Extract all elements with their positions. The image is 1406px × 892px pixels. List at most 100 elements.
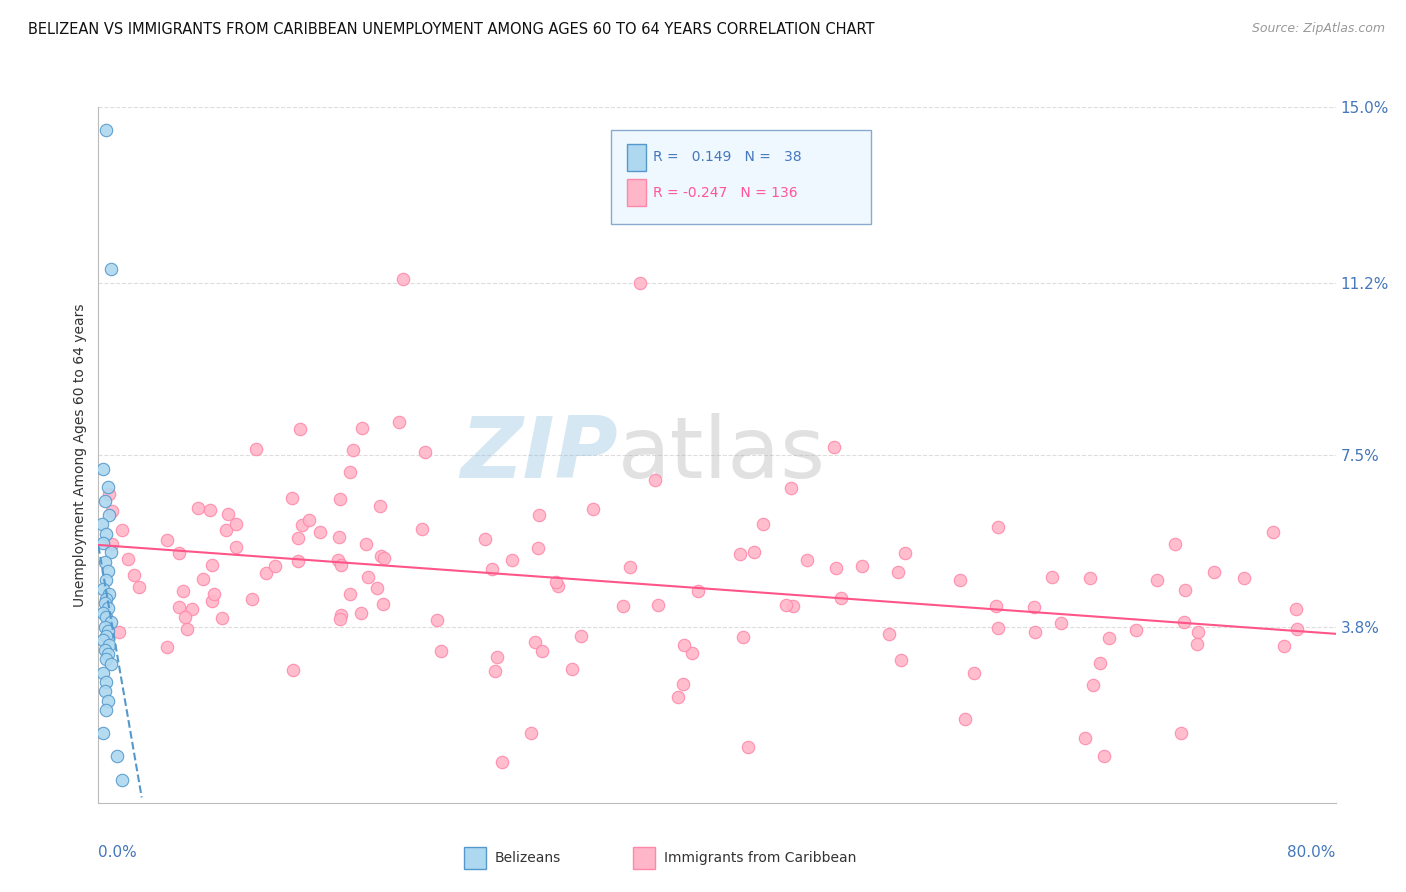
Text: 0.0%: 0.0% — [98, 845, 138, 860]
Point — [413, 445, 436, 459]
Point — [949, 574, 972, 588]
Point — [225, 541, 247, 555]
Point — [107, 625, 129, 640]
Text: atlas: atlas — [619, 413, 827, 497]
Point — [93, 494, 115, 508]
Point — [780, 481, 803, 495]
Point — [491, 756, 513, 770]
Point — [987, 621, 1010, 635]
Y-axis label: Unemployment Among Ages 60 to 64 years: Unemployment Among Ages 60 to 64 years — [73, 303, 87, 607]
Point — [356, 537, 378, 551]
Point — [619, 560, 641, 574]
Point — [1285, 602, 1308, 616]
Point — [484, 664, 506, 678]
Text: Belizeans: Belizeans — [495, 851, 561, 865]
Point — [93, 596, 115, 610]
Point — [93, 642, 115, 657]
Point — [156, 640, 179, 654]
Point — [1078, 571, 1101, 585]
Point — [350, 420, 373, 434]
Point — [111, 772, 134, 787]
Point — [825, 561, 848, 575]
Point — [290, 422, 312, 436]
Point — [155, 533, 177, 548]
Point — [1173, 615, 1195, 630]
Point — [373, 597, 395, 611]
Point — [202, 587, 225, 601]
Point — [520, 726, 543, 740]
Point — [287, 554, 309, 568]
Point — [894, 546, 917, 560]
Point — [97, 564, 120, 578]
Point — [91, 726, 114, 740]
Point — [411, 522, 433, 536]
Point — [291, 518, 314, 533]
Point — [329, 492, 352, 507]
Text: Immigrants from Caribbean: Immigrants from Caribbean — [664, 851, 856, 865]
Point — [96, 629, 118, 643]
Point — [373, 551, 395, 566]
Point — [342, 443, 364, 458]
Point — [281, 663, 304, 677]
Point — [91, 582, 114, 597]
Point — [187, 500, 209, 515]
Point — [91, 462, 114, 476]
Point — [97, 487, 120, 501]
Point — [169, 546, 191, 560]
Point — [501, 553, 523, 567]
Point — [98, 638, 121, 652]
Point — [91, 606, 114, 620]
Text: ZIP: ZIP — [460, 413, 619, 497]
Point — [561, 661, 583, 675]
Point — [328, 530, 350, 544]
Point — [547, 579, 569, 593]
Point — [91, 633, 114, 648]
Point — [100, 545, 122, 559]
Point — [672, 638, 695, 652]
Point — [128, 580, 150, 594]
Point — [287, 531, 309, 545]
Point — [176, 622, 198, 636]
Point — [96, 610, 118, 624]
Point — [98, 508, 121, 523]
Point — [1174, 583, 1197, 598]
Point — [752, 516, 775, 531]
Point — [100, 657, 122, 671]
Point — [215, 523, 238, 537]
Point — [486, 650, 509, 665]
Point — [733, 630, 755, 644]
Point — [666, 690, 689, 705]
Point — [240, 592, 263, 607]
Point — [851, 559, 873, 574]
Point — [98, 587, 121, 601]
Point — [173, 609, 195, 624]
Point — [96, 675, 118, 690]
Point — [987, 520, 1010, 534]
Point — [1081, 678, 1104, 692]
Point — [254, 566, 277, 581]
Point — [100, 262, 122, 277]
Point — [326, 553, 349, 567]
Point — [172, 583, 194, 598]
Point — [529, 508, 551, 523]
Point — [117, 552, 139, 566]
Text: R =   0.149   N =   38: R = 0.149 N = 38 — [654, 150, 801, 164]
Point — [330, 558, 353, 572]
Point — [201, 558, 224, 573]
Point — [523, 635, 546, 649]
Point — [91, 665, 114, 680]
Point — [97, 694, 120, 708]
Point — [366, 581, 388, 595]
Point — [368, 499, 391, 513]
Point — [628, 277, 651, 291]
Point — [644, 473, 666, 487]
Point — [280, 491, 302, 505]
Point — [167, 599, 190, 614]
Point — [1024, 624, 1046, 639]
Point — [91, 536, 114, 550]
Point — [330, 608, 353, 623]
Point — [672, 677, 695, 691]
Point — [1074, 731, 1097, 745]
Point — [225, 516, 247, 531]
Point — [1040, 570, 1063, 584]
